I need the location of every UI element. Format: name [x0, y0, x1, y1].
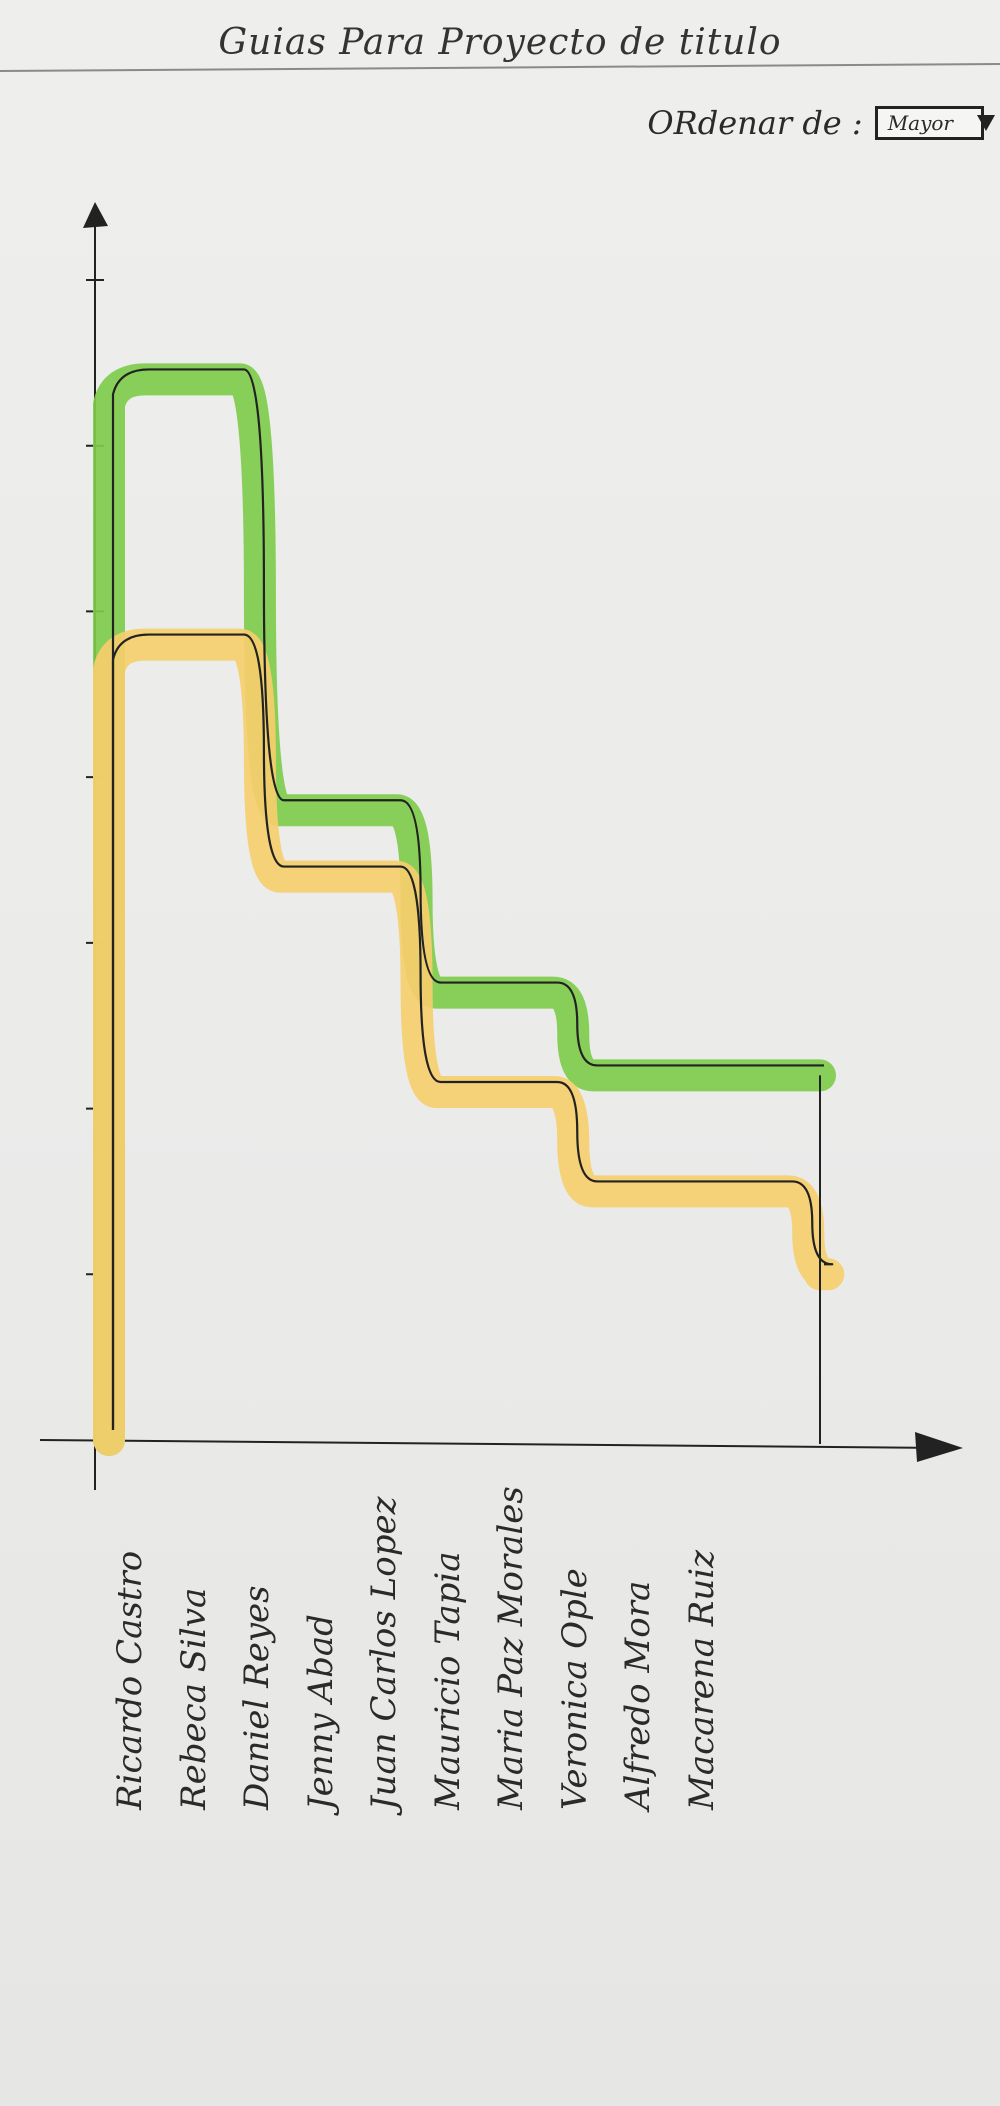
x-tick-label: Jenny Abad: [300, 1614, 341, 1810]
order-selected-value: Mayor: [887, 111, 953, 135]
x-tick-label: Maria Paz Morales: [491, 1486, 531, 1810]
x-tick-label: Ricardo Castro: [110, 1550, 150, 1810]
chevron-down-icon: [977, 115, 995, 131]
x-tick-label: Rebeca Silva: [173, 1587, 214, 1810]
x-tick-label: Juan Carlos Lopez: [364, 1496, 404, 1811]
series-line-1: [111, 633, 834, 1430]
series-lines: [111, 368, 834, 1444]
x-tick-label: Mauricio Tapia: [427, 1551, 468, 1810]
x-tick-label: Veronica Ople: [554, 1568, 595, 1810]
order-select[interactable]: Mayor: [874, 106, 995, 140]
order-label: ORdenar de :: [647, 104, 863, 142]
y-axis-arrow-icon: [83, 202, 108, 228]
order-control: ORdenar de : Mayor: [647, 104, 995, 142]
series-highlight-1: [93, 628, 845, 1456]
x-axis-arrow-icon: [915, 1432, 963, 1462]
x-tick-label: Macarena Ruiz: [681, 1549, 722, 1810]
x-tick-label: Daniel Reyes: [237, 1585, 277, 1810]
page-title: Guias Para Proyecto de titulo: [218, 22, 782, 63]
series-highlights: [93, 363, 845, 1456]
x-tick-label: Alfredo Mora: [618, 1580, 658, 1810]
series-line-0: [111, 368, 824, 1430]
series-highlight-0: [93, 363, 836, 1456]
x-axis: [39, 1439, 946, 1449]
